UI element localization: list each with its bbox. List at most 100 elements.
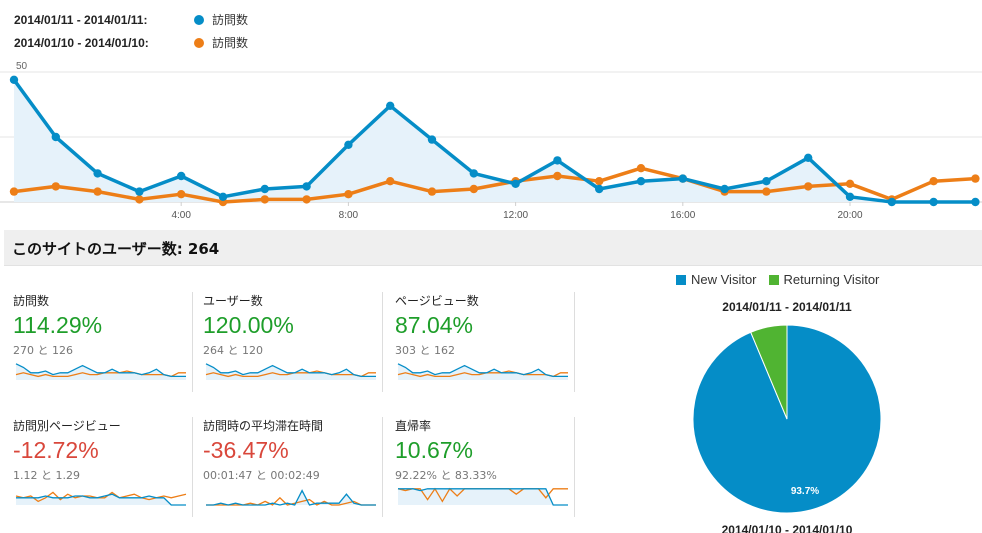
data-point-previous[interactable] [845, 179, 855, 188]
data-point-current[interactable] [678, 174, 687, 183]
metric-card[interactable]: 直帰率 10.67% 92.22% と 83.33% [385, 417, 575, 527]
metric-change: -12.72% [13, 437, 99, 463]
sparkline-current [398, 488, 568, 506]
data-point-previous[interactable] [469, 184, 478, 194]
data-point-current[interactable] [553, 156, 562, 165]
pie-legend-new[interactable]: New Visitor [676, 272, 757, 287]
data-point-current[interactable] [720, 184, 729, 194]
x-tick-label: 8:00 [339, 210, 359, 221]
data-point-previous[interactable] [260, 195, 269, 204]
data-point-previous[interactable] [553, 171, 562, 181]
metric-card[interactable]: ユーザー数 120.00% 264 と 120 [193, 292, 383, 402]
data-point-previous[interactable] [971, 174, 980, 183]
metric-divider [382, 292, 383, 392]
data-point-previous[interactable] [9, 187, 19, 196]
data-point-current[interactable] [135, 187, 144, 196]
pie-slice-returning-visitor[interactable] [750, 324, 788, 420]
data-point-current[interactable] [93, 169, 102, 178]
metric-change: 120.00% [203, 312, 294, 338]
series-line-current [12, 78, 976, 204]
data-point-current[interactable] [845, 192, 855, 201]
sparkline-previous [15, 370, 186, 378]
metric-card[interactable]: ページビュー数 87.04% 303 と 162 [385, 292, 575, 402]
data-point-previous[interactable] [93, 187, 102, 196]
data-point-current[interactable] [260, 184, 269, 194]
legend-row-previous[interactable]: 2014/01/10 - 2014/01/10: 訪問数 [14, 31, 248, 54]
x-tick-label: 12:00 [503, 210, 528, 221]
data-point-current[interactable] [386, 101, 395, 110]
metric-change: 10.67% [395, 437, 474, 463]
data-point-current[interactable] [929, 197, 938, 207]
series-line-previous [13, 166, 976, 204]
data-point-previous[interactable] [427, 187, 437, 196]
sparkline-current [397, 363, 568, 378]
pie-legend: New Visitor Returning Visitor [676, 272, 891, 287]
data-point-previous[interactable] [804, 182, 813, 191]
new-visitor-swatch-icon [676, 274, 686, 285]
sparkline-area [16, 494, 186, 505]
pie-range-top: 2014/01/11 - 2014/01/11 [722, 300, 852, 314]
metric-label: 直帰率 [395, 419, 432, 433]
sparkline-current [15, 363, 186, 378]
metric-divider [192, 417, 193, 517]
metric-sparkline [397, 487, 568, 506]
pie-legend-returning[interactable]: Returning Visitor [768, 272, 880, 287]
metric-compare: 270 と 126 [13, 344, 73, 357]
data-point-previous[interactable] [135, 195, 144, 204]
data-point-previous[interactable] [636, 164, 646, 173]
data-point-current[interactable] [762, 177, 771, 186]
data-point-current[interactable] [804, 153, 813, 162]
data-point-previous[interactable] [929, 177, 938, 186]
data-point-current[interactable] [636, 177, 646, 186]
data-point-previous[interactable] [51, 182, 60, 191]
data-point-previous[interactable] [386, 177, 395, 186]
metric-sparkline [205, 363, 376, 380]
data-point-previous[interactable] [595, 177, 604, 186]
legend-previous-dot-icon [194, 37, 204, 48]
metric-change: 87.04% [395, 312, 474, 338]
sparkline-area [398, 488, 568, 505]
visitor-type-pie[interactable]: 93.7% [690, 322, 884, 516]
metric-divider [574, 292, 575, 392]
data-point-current[interactable] [51, 132, 60, 142]
data-point-current[interactable] [427, 135, 437, 144]
metric-label: 訪問別ページビュー [13, 419, 121, 433]
data-point-previous[interactable] [177, 190, 186, 199]
summary-bar: このサイトのユーザー数: 264 [4, 230, 982, 266]
data-point-current[interactable] [177, 171, 186, 181]
metric-label: 訪問時の平均滞在時間 [203, 419, 324, 433]
metric-divider [574, 417, 575, 517]
data-point-previous[interactable] [762, 187, 771, 196]
metric-card[interactable]: 訪問時の平均滞在時間 -36.47% 00:01:47 と 00:02:49 [193, 417, 383, 527]
data-point-current[interactable] [887, 197, 896, 207]
series-area-current [14, 79, 976, 202]
data-point-current[interactable] [344, 140, 353, 149]
metric-compare: 00:01:47 と 00:02:49 [203, 469, 320, 482]
metric-card[interactable]: 訪問別ページビュー -12.72% 1.12 と 1.29 [3, 417, 193, 527]
metric-sparkline [206, 489, 376, 506]
data-point-current[interactable] [218, 192, 228, 201]
data-point-previous[interactable] [302, 195, 311, 204]
legend-current-series: 訪問数 [212, 13, 249, 27]
data-point-previous[interactable] [344, 190, 353, 199]
legend-current-range: 2014/01/11 - 2014/01/11: [14, 12, 148, 27]
metric-label: ユーザー数 [203, 294, 263, 308]
data-point-current[interactable] [971, 197, 980, 207]
metric-compare: 92.22% と 83.33% [395, 469, 497, 482]
legend-row-current[interactable]: 2014/01/11 - 2014/01/11: 訪問数 [14, 8, 248, 31]
pie-slice-label: 93.7% [791, 486, 819, 497]
legend-current-dot-icon [194, 14, 204, 25]
data-point-current[interactable] [511, 179, 520, 188]
data-point-current[interactable] [595, 184, 604, 194]
data-point-current[interactable] [302, 182, 311, 191]
metric-compare: 303 と 162 [395, 344, 455, 357]
data-point-current[interactable] [9, 75, 19, 84]
pie-legend-returning-label: Returning Visitor [783, 272, 880, 287]
metric-card[interactable]: 訪問数 114.29% 270 と 126 [3, 292, 193, 402]
metric-divider [382, 417, 383, 517]
metric-divider [192, 292, 193, 392]
data-point-current[interactable] [469, 169, 478, 178]
metric-label: ページビュー数 [395, 294, 479, 308]
x-tick-label: 16:00 [670, 210, 695, 221]
